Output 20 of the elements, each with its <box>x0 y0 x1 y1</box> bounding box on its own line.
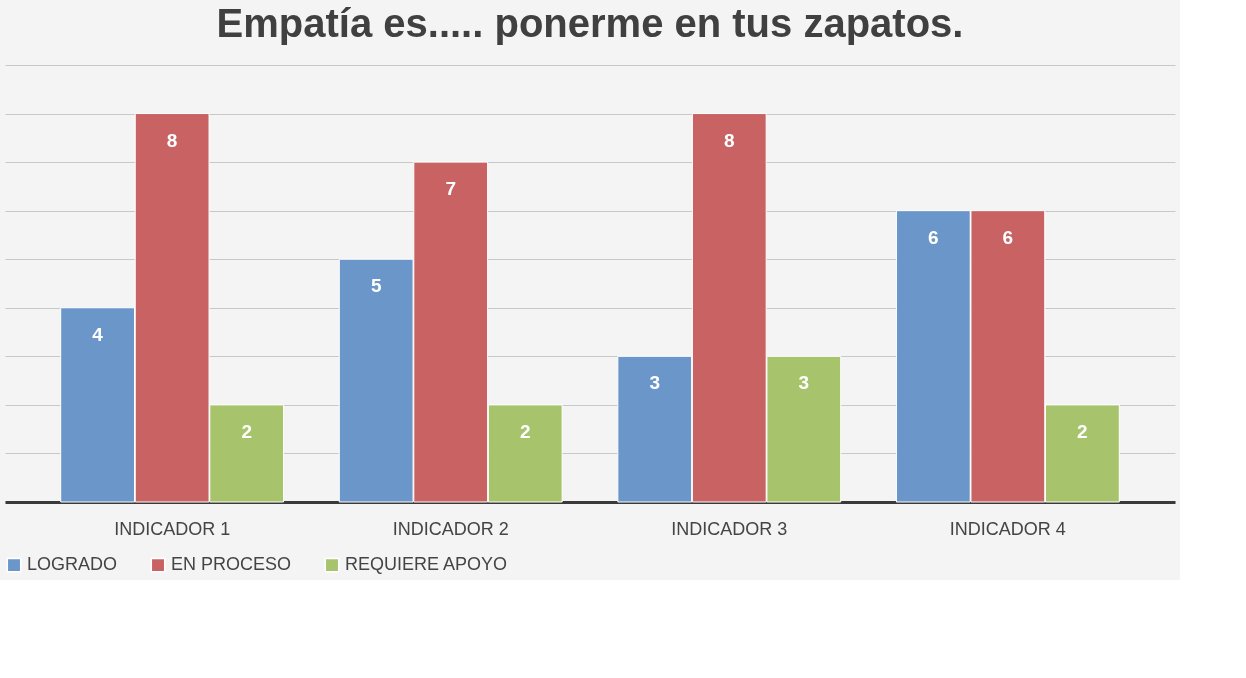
data-label: 4 <box>92 323 104 345</box>
data-label: 2 <box>1077 420 1088 442</box>
data-label: 6 <box>928 226 939 248</box>
data-label: 5 <box>370 275 382 297</box>
x-tick-label: INDICADOR 4 <box>949 518 1066 539</box>
data-label: 2 <box>241 420 252 442</box>
data-label: 6 <box>1002 226 1014 248</box>
legend-label: LOGRADO <box>27 554 118 575</box>
x-tick-label: INDICADOR 2 <box>392 518 509 539</box>
data-label: 3 <box>649 372 661 394</box>
data-label: 7 <box>445 178 456 200</box>
x-tick-label: INDICADOR 3 <box>671 518 788 539</box>
data-label: 8 <box>724 129 735 151</box>
x-tick-label: INDICADOR 1 <box>114 518 231 539</box>
data-label: 3 <box>798 372 810 394</box>
chart-title: Empatía es..... ponerme en tus zapatos. <box>216 1 964 45</box>
data-label: 8 <box>166 129 178 151</box>
data-label: 2 <box>519 420 531 442</box>
legend-label: EN PROCESO <box>171 554 292 575</box>
legend-label: REQUIERE APOYO <box>345 554 508 575</box>
